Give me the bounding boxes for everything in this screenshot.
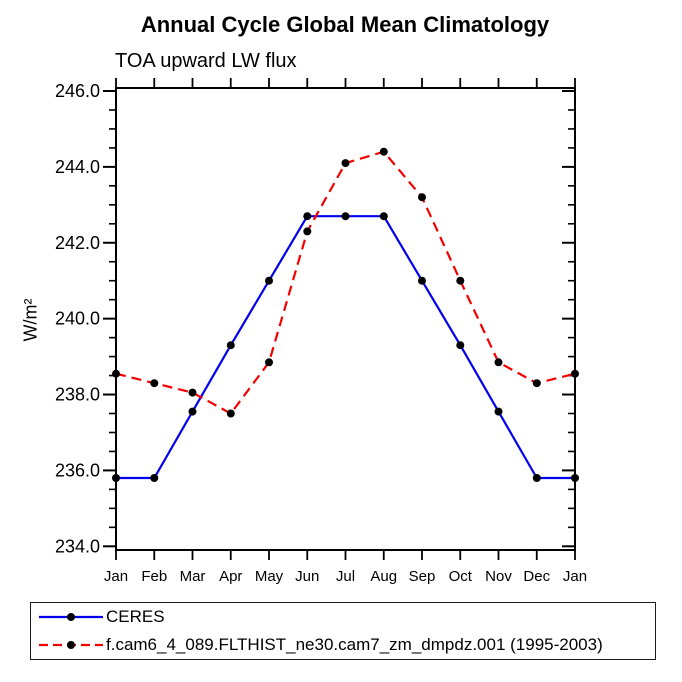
ceres-marker	[112, 474, 120, 482]
month-label: Jan	[104, 568, 128, 585]
model-marker	[226, 409, 235, 418]
ceres-marker	[341, 212, 350, 221]
plot-frame	[115, 87, 576, 551]
month-label: Jan	[563, 568, 587, 585]
y-tick-label: 238.0	[55, 385, 100, 405]
y-tick-label: 234.0	[55, 536, 100, 556]
month-label: Jun	[295, 568, 319, 585]
month-label: Feb	[141, 568, 167, 585]
model-marker	[341, 159, 350, 168]
model-marker	[456, 276, 465, 285]
y-tick-label: 236.0	[55, 460, 100, 480]
y-tick-label: 240.0	[55, 309, 100, 329]
legend: CERES f.cam6_4_089.FLTHIST_ne30.cam7_zm_…	[30, 602, 656, 660]
y-tick-label: 246.0	[55, 81, 100, 101]
ceres-marker	[418, 276, 426, 285]
model-marker	[379, 147, 388, 156]
legend-line-sample-ceres	[39, 613, 103, 621]
legend-label-model: f.cam6_4_089.FLTHIST_ne30.cam7_zm_dmpdz.…	[106, 635, 603, 654]
month-label: Oct	[449, 568, 473, 585]
model-marker	[112, 369, 120, 378]
month-label: Apr	[219, 568, 242, 585]
y-tick-label: 244.0	[55, 157, 100, 177]
y-tick-label: 242.0	[55, 233, 100, 253]
ceres-marker	[571, 474, 579, 482]
legend-marker-icon	[67, 641, 75, 649]
ceres-marker	[226, 341, 235, 350]
month-label: Aug	[370, 568, 397, 585]
month-label: Nov	[485, 568, 512, 585]
ceres-marker	[494, 407, 503, 416]
month-label: Sep	[409, 568, 436, 585]
legend-entry-ceres: CERES	[38, 604, 655, 630]
ceres-marker	[532, 474, 541, 482]
model-marker	[532, 379, 541, 388]
model-marker	[150, 379, 159, 388]
legend-line-sample-model	[39, 641, 103, 649]
legend-marker-icon	[67, 613, 75, 621]
ceres-marker	[456, 341, 465, 350]
model-line	[115, 150, 576, 415]
month-label: Mar	[180, 568, 206, 585]
ceres-marker	[303, 212, 312, 221]
month-label: May	[255, 568, 284, 585]
ceres-marker	[265, 276, 273, 285]
model-marker	[188, 388, 197, 397]
chart-title: Annual Cycle Global Mean Climatology	[140, 12, 550, 37]
ceres-marker	[150, 474, 159, 482]
chart-subtitle: TOA upward LW flux	[115, 50, 297, 72]
ceres-line	[116, 215, 575, 480]
model-marker	[303, 227, 312, 236]
ceres-marker	[188, 407, 197, 416]
model-marker	[265, 358, 273, 367]
legend-entry-model: f.cam6_4_089.FLTHIST_ne30.cam7_zm_dmpdz.…	[38, 632, 655, 658]
legend-label-ceres: CERES	[106, 607, 165, 626]
model-marker	[571, 369, 579, 378]
month-label: Jul	[336, 568, 355, 585]
model-marker	[494, 358, 503, 367]
model-marker	[418, 193, 426, 202]
ceres-marker	[379, 212, 388, 221]
month-label: Dec	[523, 568, 550, 585]
